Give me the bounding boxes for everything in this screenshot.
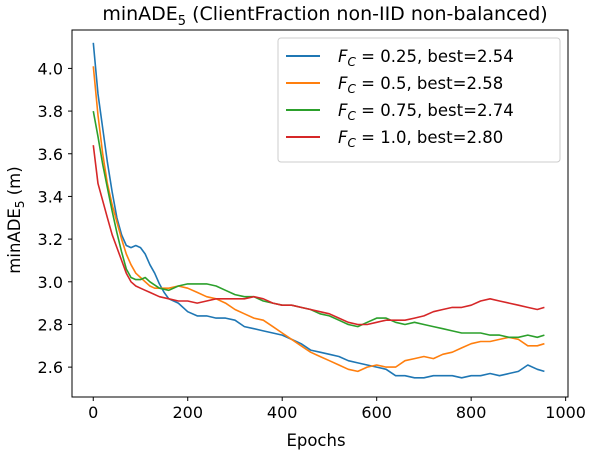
y-tick-label: 4.0 [38,59,63,78]
plot-frame [71,29,569,398]
y-tick-label: 3.6 [38,145,63,164]
y-tick-label: 2.8 [38,315,63,334]
legend-box [277,37,561,163]
y-tick-label: 3.2 [38,230,63,249]
legend-label-3: FC = 1.0, best=2.80 [338,128,503,150]
y-tick-label: 3.8 [38,102,63,121]
x-tick-label: 400 [267,403,298,422]
series-line-3 [92,145,545,326]
y-tick-label: 3.0 [38,273,63,292]
y-tick-label: 3.4 [38,187,63,206]
x-tick-label: 200 [172,403,203,422]
x-tick-label: 0 [88,403,98,422]
ticks-layer: 0 200 400 600 800 1000 2.6 2.8 3.0 3.2 3.4 3.6 3.8 4.… [38,59,586,422]
legend-label-2: FC = 0.75, best=2.74 [338,101,514,123]
legend: FC = 0.25, best=2.54 FC = 0.5, best=2.58 F… [277,37,561,163]
x-tick-label: 1000 [545,403,586,422]
y-tick-label: 2.6 [38,358,63,377]
series-layer [92,42,545,379]
x-tick-label: 800 [456,403,487,422]
legend-label-0: FC = 0.25, best=2.54 [338,47,514,69]
y-axis-label: minADE5 (m) [5,166,27,273]
chart-title: minADE5 (ClientFraction non-IID non-bala… [102,3,547,29]
x-axis-label: Epochs [286,431,345,450]
legend-label-1: FC = 0.5, best=2.58 [338,74,503,96]
series-line-0 [92,42,545,379]
x-tick-label: 600 [361,403,392,422]
series-line-1 [92,66,545,373]
